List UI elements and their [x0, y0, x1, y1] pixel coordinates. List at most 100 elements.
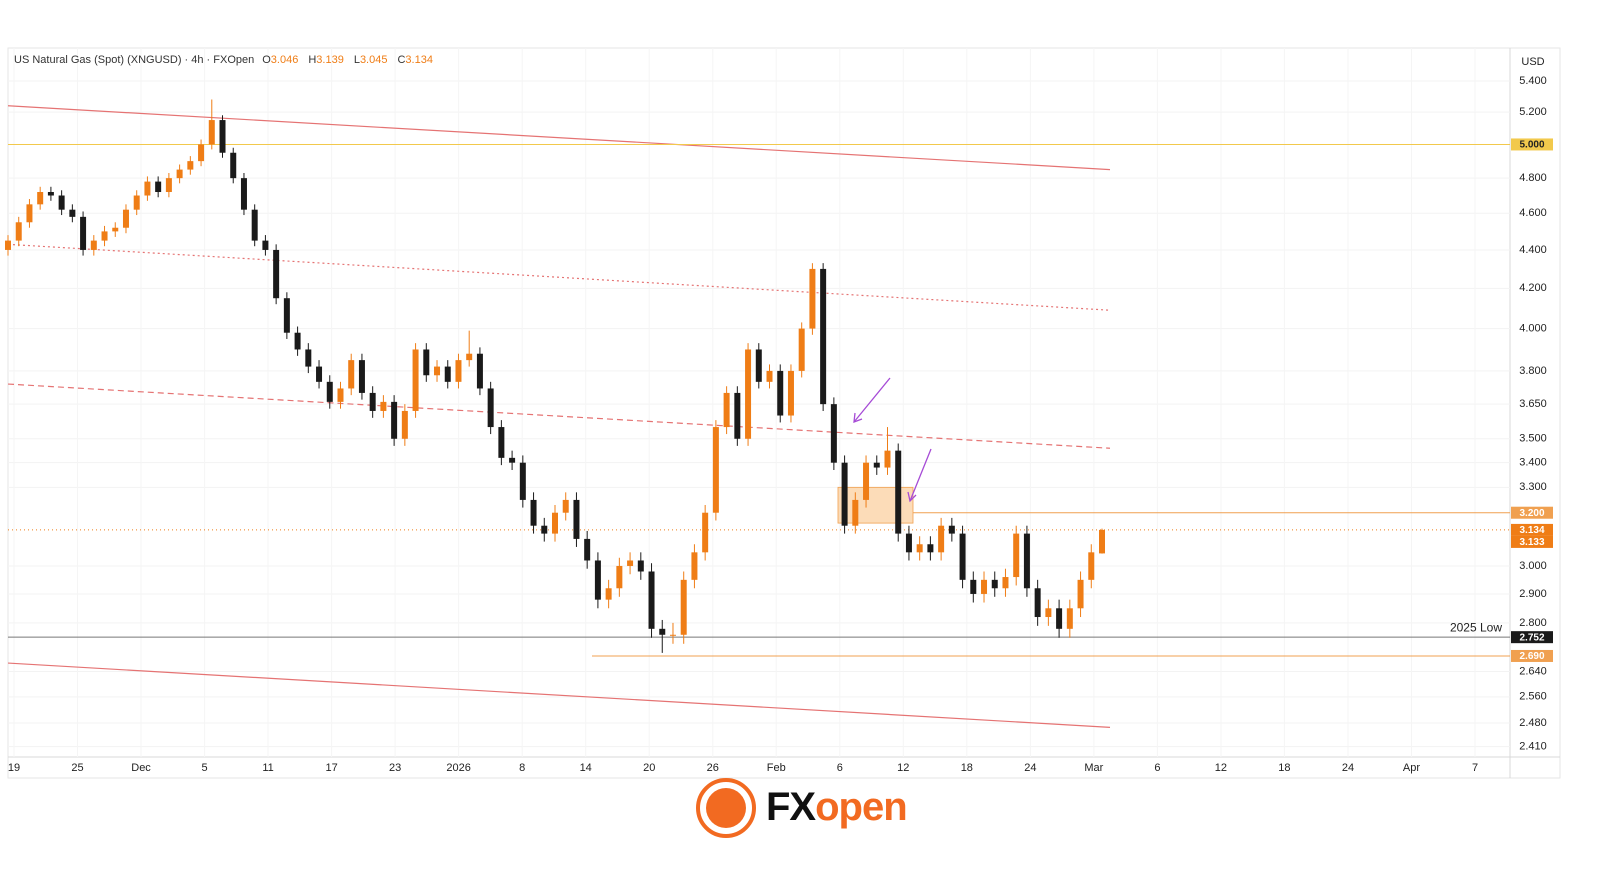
candle-body — [112, 227, 119, 232]
candle-body — [991, 579, 998, 589]
logo-open: open — [815, 785, 907, 829]
candle-body — [369, 392, 376, 411]
candle-body — [895, 450, 902, 534]
candle-body — [1099, 529, 1105, 554]
arrow — [909, 448, 932, 502]
y-tick-label: 2.480 — [1519, 717, 1547, 729]
y-tick-label: 5.400 — [1519, 75, 1547, 87]
candle-body — [627, 560, 634, 566]
candle-body — [305, 349, 312, 367]
price-tag — [1511, 523, 1553, 536]
price-tag-label: 3.200 — [1519, 508, 1544, 519]
y-tick-label: 3.300 — [1519, 481, 1547, 493]
candle-body — [230, 152, 237, 179]
ohlc-value: 3.046 — [271, 54, 299, 66]
candle-body — [1034, 588, 1041, 618]
candle-body — [809, 268, 816, 329]
price-tag — [1511, 506, 1553, 519]
y-tick-label: 3.650 — [1519, 398, 1547, 410]
candle-body — [884, 450, 891, 468]
ohlc-label: C — [397, 54, 405, 66]
x-tick-label: 24 — [1024, 762, 1036, 774]
ohlc-label: L — [354, 54, 360, 66]
x-tick-label: Apr — [1403, 762, 1420, 774]
candle-body — [133, 195, 140, 210]
y-tick-label: 4.200 — [1519, 282, 1547, 294]
y-tick-label: 3.400 — [1519, 457, 1547, 469]
candle-body — [702, 512, 709, 553]
candle-body — [637, 560, 644, 572]
candle-body — [970, 579, 977, 594]
x-tick-label: 14 — [580, 762, 592, 774]
candle-body — [1088, 552, 1095, 580]
x-tick-label: 19 — [8, 762, 20, 774]
candle-body — [380, 401, 387, 411]
candle-body — [691, 552, 698, 580]
candle-body — [26, 204, 33, 223]
candle-body — [69, 209, 76, 217]
y-tick-label: 2.560 — [1519, 691, 1547, 703]
channel-line — [7, 383, 1111, 449]
y-tick-label: 4.600 — [1519, 207, 1547, 219]
candle-body — [58, 195, 65, 210]
y-tick-label: 2.410 — [1519, 741, 1547, 753]
candle-body — [1013, 533, 1020, 578]
candle-body — [187, 161, 194, 170]
candle-body — [144, 181, 151, 196]
candle-body — [798, 328, 805, 371]
candle-body — [723, 392, 730, 428]
candle-body — [959, 533, 966, 580]
candle-body — [401, 410, 408, 439]
channel-line — [7, 662, 1111, 728]
candle-body — [434, 366, 441, 376]
frame — [7, 47, 1561, 779]
y-tick-label: 2.900 — [1519, 588, 1547, 600]
x-tick-label: 18 — [961, 762, 973, 774]
candle-body — [509, 457, 516, 463]
arrow-head — [853, 412, 863, 423]
x-tick-label: 7 — [1472, 762, 1478, 774]
price-tag-label: 3.134 — [1519, 525, 1544, 536]
candle-body — [841, 462, 848, 526]
x-tick-label: 24 — [1342, 762, 1354, 774]
logo: FXopen — [696, 778, 908, 838]
candle-body — [745, 349, 752, 439]
candle-body — [165, 178, 172, 193]
x-tick-label: Mar — [1084, 762, 1103, 774]
logo-text: FXopen — [766, 785, 907, 829]
price-tag-label: 2.752 — [1519, 632, 1544, 643]
ohlc-label: O — [262, 54, 271, 66]
x-tick-label: 18 — [1278, 762, 1290, 774]
arrows — [853, 377, 932, 503]
x-tick-label: 5 — [202, 762, 208, 774]
candle-body — [594, 560, 601, 600]
candle-body — [552, 512, 558, 534]
candle-body — [852, 499, 859, 526]
candle-body — [605, 588, 612, 600]
y-tick-label: 5.200 — [1519, 106, 1547, 118]
price-tag — [1511, 138, 1553, 151]
x-tick-label: 17 — [325, 762, 337, 774]
x-tick-label: 12 — [897, 762, 909, 774]
candle-body — [1045, 608, 1052, 618]
candle-body — [15, 222, 22, 241]
candle-body — [981, 579, 988, 594]
candle-body — [830, 404, 837, 463]
candle-body — [283, 298, 290, 333]
candle-body — [659, 628, 666, 635]
candle-body — [1066, 608, 1073, 629]
x-tick-label: 6 — [1154, 762, 1160, 774]
candle-body — [412, 349, 419, 411]
candle-body — [1056, 608, 1063, 629]
candle-body — [863, 462, 870, 500]
channel-line — [7, 105, 1111, 171]
price-tag-label: 3.133 — [1519, 537, 1544, 548]
candle-body — [777, 370, 784, 416]
candle-body — [820, 268, 827, 405]
candle-body — [5, 240, 11, 250]
candle-body — [155, 181, 162, 193]
candle-body — [648, 571, 655, 629]
candle-body — [916, 544, 923, 553]
